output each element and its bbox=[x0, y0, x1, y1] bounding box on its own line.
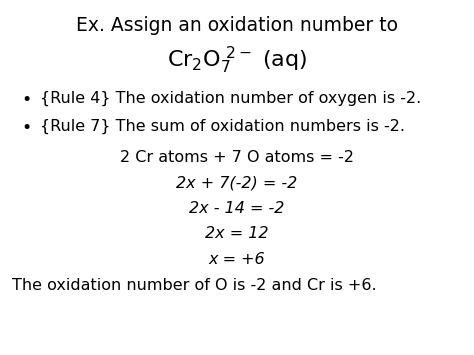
Text: Ex. Assign an oxidation number to: Ex. Assign an oxidation number to bbox=[76, 16, 398, 35]
Text: •: • bbox=[21, 91, 32, 109]
Text: {Rule 7} The sum of oxidation numbers is -2.: {Rule 7} The sum of oxidation numbers is… bbox=[40, 119, 405, 134]
Text: x = +6: x = +6 bbox=[209, 252, 265, 267]
Text: •: • bbox=[21, 119, 32, 137]
Text: {Rule 4} The oxidation number of oxygen is -2.: {Rule 4} The oxidation number of oxygen … bbox=[40, 91, 421, 106]
Text: 2x = 12: 2x = 12 bbox=[205, 226, 269, 241]
Text: The oxidation number of O is -2 and Cr is +6.: The oxidation number of O is -2 and Cr i… bbox=[12, 278, 376, 293]
Text: 2 Cr atoms + 7 O atoms = -2: 2 Cr atoms + 7 O atoms = -2 bbox=[120, 150, 354, 165]
Text: $\mathsf{Cr_2O_7^{\ 2-}}\ \mathsf{(aq)}$: $\mathsf{Cr_2O_7^{\ 2-}}\ \mathsf{(aq)}$ bbox=[167, 44, 307, 76]
Text: 2x + 7(-2) = -2: 2x + 7(-2) = -2 bbox=[176, 175, 298, 190]
Text: 2x - 14 = -2: 2x - 14 = -2 bbox=[189, 201, 285, 216]
